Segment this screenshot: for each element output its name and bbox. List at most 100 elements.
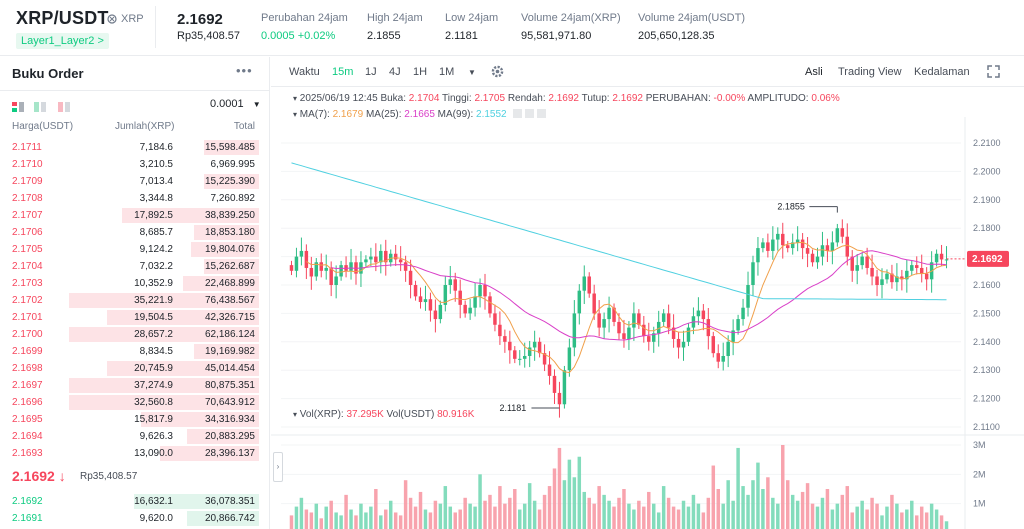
fullscreen-icon[interactable] [987, 65, 1000, 78]
more-intervals-icon[interactable]: ▼ [468, 68, 476, 77]
price-tick-label: 2.1400 [973, 337, 1001, 347]
collapse-ma-icon[interactable]: ▾ [293, 110, 298, 119]
candle-body [438, 304, 443, 320]
bids-view-icon[interactable] [34, 99, 46, 112]
candle-body [597, 313, 601, 328]
candle-body [910, 265, 914, 271]
view-original[interactable]: Asli [805, 66, 823, 78]
coin-info[interactable]: XRP [107, 13, 144, 25]
category-tag[interactable]: Layer1_Layer2 > [16, 33, 109, 49]
ask-row[interactable]: 2.1695 15,817.9 34,316.934 [0, 411, 269, 428]
candle-body [513, 350, 517, 359]
candle-body [726, 341, 730, 356]
volume-bar [880, 515, 884, 529]
candle-body [433, 310, 438, 320]
volume-bar [929, 503, 934, 529]
candle-body [309, 267, 314, 277]
order-price: 2.1700 [12, 329, 43, 340]
asks-view-icon[interactable] [58, 99, 70, 112]
ask-row[interactable]: 2.1697 37,274.9 80,875.351 [0, 377, 269, 394]
expand-panel-icon[interactable]: › [273, 452, 283, 482]
candle-body [572, 313, 577, 348]
ask-row[interactable]: 2.1699 8,834.5 19,169.982 [0, 343, 269, 360]
volume-tick-label: 1M [973, 499, 986, 509]
volume-bar [349, 509, 353, 529]
interval-1h[interactable]: 1J [365, 66, 377, 78]
ma25-line [331, 250, 947, 341]
ask-row[interactable]: 2.1705 9,124.2 19,804.076 [0, 241, 269, 258]
both-sides-view-icon[interactable] [12, 99, 24, 112]
ask-row[interactable]: 2.1708 3,344.8 7,260.892 [0, 190, 269, 207]
ask-row[interactable]: 2.1701 19,504.5 42,326.715 [0, 309, 269, 326]
candle-body [453, 279, 457, 291]
order-amount: 19,504.5 [134, 312, 173, 323]
price-tick-label: 2.1600 [973, 280, 1001, 290]
candlestick-chart[interactable]: 2.21002.20002.19002.18002.17002.16002.15… [271, 87, 1024, 529]
precision-select[interactable]: 0.0001 ▼ [210, 98, 261, 110]
ask-row[interactable]: 2.1704 7,032.2 15,262.687 [0, 258, 269, 275]
ask-row[interactable]: 2.1702 35,221.9 76,438.567 [0, 292, 269, 309]
ask-row[interactable]: 2.1698 20,745.9 45,014.454 [0, 360, 269, 377]
interval-1d[interactable]: 1H [413, 66, 428, 78]
order-total: 76,438.567 [204, 295, 255, 306]
ask-row[interactable]: 2.1700 28,657.2 62,186.124 [0, 326, 269, 343]
interval-4h[interactable]: 4J [389, 66, 401, 78]
order-total: 42,326.715 [204, 312, 255, 323]
volume-bar [741, 486, 745, 529]
depth-bar [107, 310, 259, 325]
chart-toolbar: Waktu 15m 1J 4J 1H 1M ▼ Asli Trading Vie… [271, 57, 1024, 87]
close-icon[interactable] [536, 109, 546, 118]
collapse-legend-icon[interactable]: ▾ [293, 94, 298, 103]
candle-body [547, 364, 552, 376]
ask-row[interactable]: 2.1706 8,685.7 18,853.180 [0, 224, 269, 241]
interval-1m[interactable]: 1M [439, 66, 455, 78]
bid-row[interactable]: 2.1691 9,620.0 20,866.742 [0, 510, 269, 527]
candle-body [448, 279, 453, 285]
volume-bar [463, 497, 467, 529]
ask-row[interactable]: 2.1709 7,013.4 15,225.390 [0, 173, 269, 190]
volume-bar [815, 506, 820, 529]
volume-bar [910, 500, 914, 529]
more-options-icon[interactable]: ••• [236, 63, 253, 78]
ask-row[interactable]: 2.1693 13,090.0 28,396.137 [0, 445, 269, 462]
volume-bar [359, 503, 363, 529]
settings-small-icon[interactable] [525, 109, 535, 118]
ask-row[interactable]: 2.1710 3,210.5 6,969.995 [0, 156, 269, 173]
stat-volume-xrp: Volume 24jam(XRP) 95,581,971.80 [521, 12, 621, 42]
candle-body [731, 330, 735, 342]
candle-body [686, 327, 691, 342]
ask-row[interactable]: 2.1694 9,626.3 20,883.295 [0, 428, 269, 445]
volume-bar [939, 515, 944, 529]
candle-body [919, 267, 924, 274]
volume-bar [597, 486, 601, 529]
interval-15m[interactable]: 15m [332, 66, 354, 78]
volume-bar [691, 494, 696, 529]
candle-body [473, 296, 477, 308]
candle-body [374, 256, 378, 263]
pair-title[interactable]: XRP/USDT [16, 8, 109, 28]
candle-body [408, 270, 413, 285]
ask-row[interactable]: 2.1696 32,560.8 70,643.912 [0, 394, 269, 411]
price-tick-label: 2.1800 [973, 223, 1001, 233]
order-price: 2.1705 [12, 244, 43, 255]
volume-bar [289, 515, 294, 529]
order-price: 2.1697 [12, 380, 43, 391]
ask-row[interactable]: 2.1703 10,352.9 22,468.899 [0, 275, 269, 292]
low-marker-label: 2.1181 [499, 403, 526, 413]
candle-body [527, 347, 532, 356]
volume-bar [602, 494, 606, 529]
view-tradingview[interactable]: Trading View [838, 66, 902, 78]
candle-body [647, 336, 651, 342]
view-depth[interactable]: Kedalaman [914, 66, 970, 78]
ask-row[interactable]: 2.1711 7,184.6 15,598.485 [0, 139, 269, 156]
candle-body [890, 273, 894, 283]
candle-body [329, 267, 333, 285]
bid-row[interactable]: 2.1692 16,632.1 36,078.351 [0, 493, 269, 510]
ask-row[interactable]: 2.1707 17,892.5 38,839.250 [0, 207, 269, 224]
eye-icon[interactable] [513, 109, 523, 118]
volume-bar [721, 503, 725, 529]
collapse-vol-icon[interactable]: ▾ [293, 410, 298, 419]
chart-settings-icon[interactable] [491, 65, 504, 78]
candle-body [671, 327, 676, 339]
order-amount: 8,834.5 [139, 346, 173, 357]
